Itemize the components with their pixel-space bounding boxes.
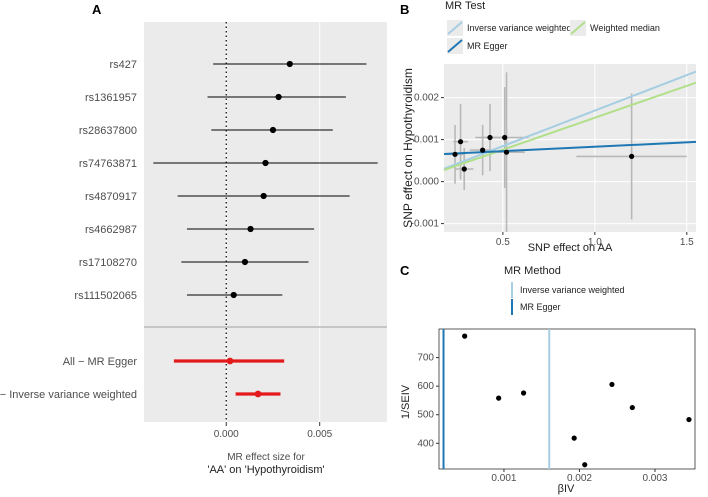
scatter-xtick-label: 0.5 bbox=[496, 237, 510, 248]
funnel-ytick-label: 400 bbox=[417, 438, 434, 449]
forest-xlabel-line1: MR effect size for bbox=[227, 452, 305, 463]
panel-b-letter: B bbox=[400, 2, 409, 17]
scatter-ylabel: SNP effect on Hypothyroidism bbox=[401, 68, 415, 228]
scatter-legend-label: Weighted median bbox=[590, 23, 660, 33]
forest-row-label: rs111502065 bbox=[74, 290, 137, 302]
funnel-legend-title: MR Method bbox=[504, 265, 561, 277]
forest-row-label: rs74763871 bbox=[79, 158, 137, 170]
funnel-point bbox=[462, 333, 468, 339]
funnel-point bbox=[571, 435, 577, 441]
funnel-point bbox=[609, 381, 615, 388]
scatter-xtick-label: 1.5 bbox=[680, 237, 694, 248]
forest-row-label: rs4662987 bbox=[85, 224, 137, 236]
forest-point bbox=[241, 258, 249, 266]
scatter-fit-line bbox=[443, 140, 697, 155]
funnel-ytick-label: 700 bbox=[417, 353, 434, 364]
forest-point bbox=[269, 126, 277, 134]
forest-row-label: rs28637800 bbox=[79, 125, 137, 137]
forest-row-label: rs4870917 bbox=[85, 191, 137, 203]
scatter-xtick-label: 1.0 bbox=[588, 237, 602, 248]
funnel-legend-label: MR Egger bbox=[520, 302, 561, 312]
funnel-ylabel: 1/SEIV bbox=[400, 384, 412, 419]
funnel-xtick-label: 0.003 bbox=[642, 473, 667, 484]
scatter-ytick-label: -0.001 bbox=[411, 219, 440, 230]
forest-row-label: rs427 bbox=[109, 59, 137, 71]
scatter-point bbox=[502, 134, 508, 141]
funnel-xtick-label: 0.001 bbox=[491, 473, 516, 484]
panel-c-letter: C bbox=[400, 263, 410, 278]
forest-xlabel-line2: 'AA' on 'Hypothyroidism' bbox=[207, 464, 324, 476]
funnel-point bbox=[582, 462, 588, 468]
scatter-legend-label: MR Egger bbox=[467, 41, 508, 51]
funnel-ytick-label: 600 bbox=[417, 381, 434, 392]
scatter-point bbox=[452, 151, 458, 157]
forest-point bbox=[286, 60, 293, 68]
scatter-plot: 0.5 1.0 1.5 -0.001 0.000 0.001 0.002 bbox=[411, 70, 697, 248]
scatter-legend-swatch bbox=[447, 39, 463, 53]
forest-summary-label: All − Inverse variance weighted bbox=[0, 389, 137, 401]
funnel-plot: 0.001 0.002 0.003 400 500 600 700 bbox=[417, 329, 692, 484]
scatter-point bbox=[480, 147, 486, 153]
forest-xtick-label: 0.005 bbox=[307, 429, 332, 440]
funnel-xlabel: βIV bbox=[558, 483, 575, 495]
scatter-point bbox=[457, 139, 464, 145]
forest-summary-point bbox=[226, 357, 234, 365]
forest-summary-point bbox=[254, 390, 262, 398]
forest-summary-label: All − MR Egger bbox=[63, 356, 138, 368]
funnel-point bbox=[520, 390, 527, 396]
scatter-legend: Inverse variance weighted Weighted median… bbox=[447, 20, 660, 54]
funnel-legend: Inverse variance weighted MR Egger bbox=[511, 282, 625, 315]
funnel-point bbox=[686, 416, 692, 423]
forest-row-label: rs17108270 bbox=[79, 257, 137, 269]
forest-xtick-label: 0.000 bbox=[214, 429, 239, 440]
scatter-xlabel: SNP effect on AA bbox=[528, 242, 613, 254]
funnel-ytick-label: 500 bbox=[417, 410, 434, 421]
funnel-point bbox=[496, 395, 502, 401]
forest-point bbox=[275, 93, 282, 101]
scatter-point bbox=[461, 166, 467, 172]
funnel-xtick-label: 0.002 bbox=[567, 473, 592, 484]
forest-plot-background bbox=[144, 22, 387, 422]
scatter-fit-line bbox=[443, 81, 697, 172]
funnel-point bbox=[629, 404, 635, 411]
forest-point bbox=[247, 225, 254, 233]
scatter-point bbox=[503, 149, 510, 155]
forest-row-label: rs1361957 bbox=[85, 92, 137, 104]
funnel-legend-label: Inverse variance weighted bbox=[520, 285, 625, 295]
scatter-point bbox=[487, 134, 493, 141]
forest-point bbox=[260, 192, 267, 200]
forest-plot: rs427 rs1361957 rs28637800 rs74763871 rs4870… bbox=[0, 22, 378, 440]
forest-point bbox=[230, 291, 237, 299]
scatter-ytick-label: 0.000 bbox=[414, 177, 439, 188]
funnel-plot-frame bbox=[438, 328, 696, 470]
scatter-legend-swatch bbox=[447, 21, 463, 35]
scatter-legend-label: Inverse variance weighted bbox=[467, 23, 572, 33]
funnel-ylabel-text: 1/SEIV bbox=[400, 384, 412, 419]
scatter-ytick-label: 0.001 bbox=[414, 135, 439, 146]
forest-point bbox=[262, 159, 269, 167]
panel-a-letter: A bbox=[92, 2, 102, 17]
scatter-ytick-label: 0.002 bbox=[414, 93, 439, 104]
scatter-legend-title: MR Test bbox=[445, 0, 485, 12]
scatter-point bbox=[629, 153, 635, 159]
scatter-legend-swatch bbox=[570, 21, 586, 35]
